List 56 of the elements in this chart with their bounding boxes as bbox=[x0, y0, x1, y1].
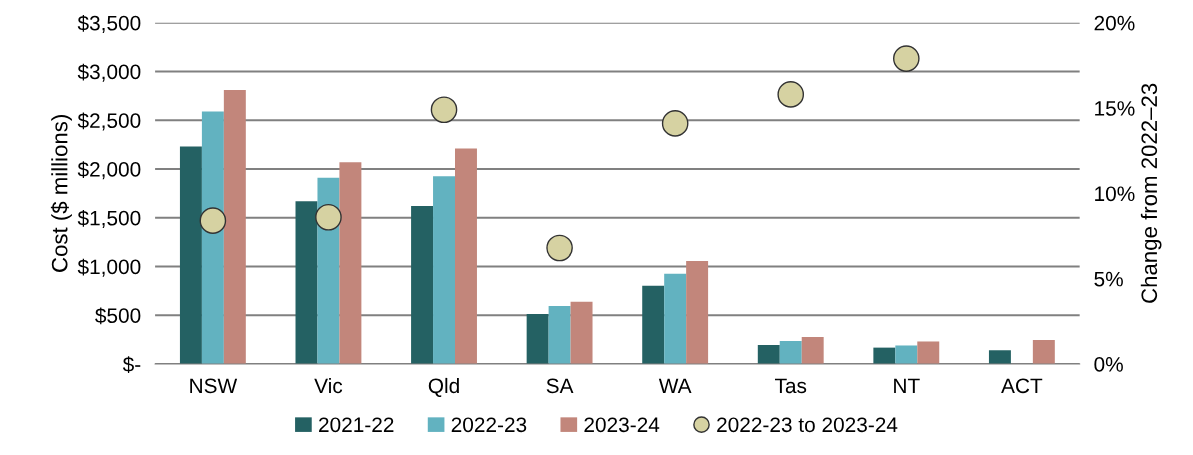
bar bbox=[801, 336, 824, 364]
bar bbox=[988, 350, 1011, 364]
x-tick-label: NSW bbox=[190, 378, 238, 394]
bar bbox=[664, 273, 687, 364]
y-tick-label: $1,500 bbox=[77, 209, 141, 228]
y2-tick-label: 15% bbox=[1095, 101, 1135, 116]
bar bbox=[201, 111, 224, 364]
y-tick-label: $- bbox=[122, 356, 141, 373]
y-tick-label: $2,000 bbox=[77, 161, 141, 180]
legend-label: 2022-23 bbox=[451, 417, 527, 433]
y-axis-title: Cost ($ millions) bbox=[50, 115, 72, 272]
bar bbox=[526, 313, 549, 364]
bar bbox=[873, 347, 896, 364]
bar bbox=[686, 261, 709, 364]
legend-label: 2022-23 to 2023-24 bbox=[717, 417, 898, 433]
legend-label: 2023-24 bbox=[584, 417, 660, 433]
y-tick-label: $500 bbox=[95, 307, 141, 325]
point bbox=[777, 81, 805, 108]
point bbox=[315, 203, 342, 231]
y2-tick-label: 5% bbox=[1094, 271, 1123, 287]
x-tick-label: SA bbox=[546, 378, 574, 394]
x-tick-label: Tas bbox=[775, 378, 807, 394]
bar bbox=[433, 176, 455, 364]
bar bbox=[779, 340, 802, 364]
bar bbox=[642, 285, 665, 364]
bar bbox=[895, 345, 918, 364]
x-tick-label: Qld bbox=[428, 377, 459, 397]
y-tick-label: $1,000 bbox=[77, 258, 141, 277]
bar bbox=[295, 201, 318, 364]
bar bbox=[339, 162, 362, 364]
x-tick-label: ACT bbox=[1001, 378, 1043, 394]
bar bbox=[570, 301, 593, 364]
x-tick-label: Vic bbox=[314, 377, 343, 394]
point bbox=[661, 110, 689, 137]
x-tick-label: NT bbox=[894, 378, 920, 393]
bar bbox=[757, 344, 780, 364]
legend-label: 2021-22 bbox=[319, 417, 394, 433]
y2-tick-label: 0% bbox=[1094, 357, 1123, 372]
bar bbox=[455, 148, 477, 364]
bar bbox=[223, 90, 246, 364]
y-tick-label: $2,500 bbox=[77, 112, 141, 131]
bar bbox=[1032, 340, 1055, 364]
y2-tick-label: 20% bbox=[1094, 15, 1135, 31]
bar bbox=[548, 305, 571, 364]
point bbox=[546, 234, 573, 262]
y-tick-label: $3,500 bbox=[77, 14, 141, 33]
bar bbox=[179, 146, 202, 364]
y2-axis-title: Change from 2022–23 bbox=[1140, 83, 1162, 303]
point bbox=[430, 96, 458, 124]
point bbox=[892, 45, 920, 72]
point bbox=[199, 207, 227, 234]
y-tick-label: $3,000 bbox=[77, 63, 141, 82]
bar bbox=[411, 206, 434, 364]
bar bbox=[917, 341, 940, 364]
y2-tick-label: 10% bbox=[1095, 186, 1135, 202]
x-tick-label: WA bbox=[658, 378, 692, 393]
